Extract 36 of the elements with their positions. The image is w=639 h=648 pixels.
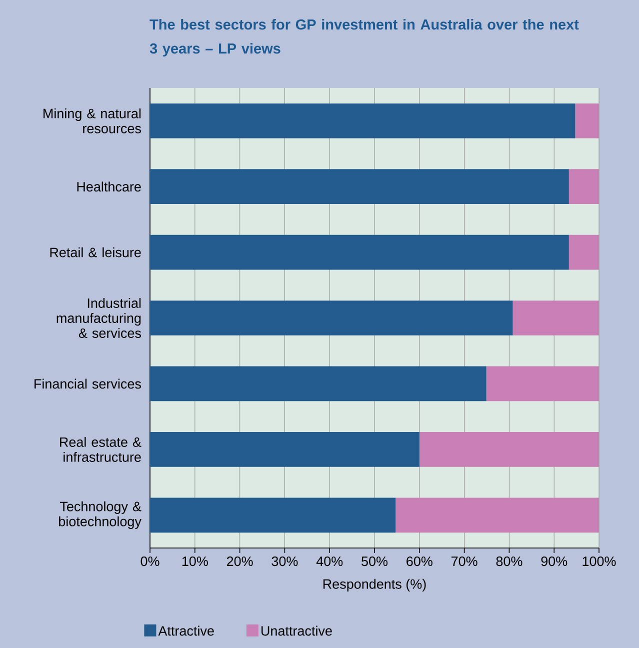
bar bbox=[419, 432, 600, 467]
bar bbox=[486, 366, 600, 402]
x-tick-label: 10% bbox=[182, 556, 208, 566]
bar bbox=[150, 169, 569, 204]
x-tick-label: 90% bbox=[541, 556, 568, 566]
x-tick-label: 20% bbox=[226, 556, 253, 566]
y-tick-label: Retail & leisure bbox=[50, 247, 141, 258]
bar bbox=[150, 103, 576, 138]
x-tick-label: 50% bbox=[362, 556, 388, 566]
y-tick-label: Mining & natural resources bbox=[44, 108, 141, 134]
y-tick-label: Real estate & infrastructure bbox=[60, 436, 142, 462]
x-tick-label: 80% bbox=[496, 556, 522, 566]
x-tick-label: 60% bbox=[406, 556, 432, 566]
y-tick-label: Healthcare bbox=[77, 182, 141, 192]
bar bbox=[150, 432, 420, 467]
bar bbox=[575, 103, 600, 138]
bar bbox=[568, 169, 600, 204]
y-tick-label: Industrial manufacturing & services bbox=[56, 298, 141, 338]
bar bbox=[150, 498, 396, 533]
x-tick-label: 30% bbox=[272, 556, 298, 566]
bar bbox=[512, 300, 600, 336]
bar bbox=[568, 234, 600, 270]
x-tick-label: 100% bbox=[582, 556, 616, 566]
x-tick-label: 70% bbox=[451, 556, 478, 566]
x-tick-label: 0% bbox=[140, 556, 160, 566]
x-tick-label: 40% bbox=[316, 556, 343, 566]
legend-label: Unattractive bbox=[262, 626, 332, 636]
y-tick-label: Financial services bbox=[34, 378, 141, 389]
chart-title: The best sectors for GP investment in Australia over the next 3 years – LP views bbox=[150, 18, 579, 57]
bar bbox=[150, 234, 569, 270]
legend-label: Attractive bbox=[158, 626, 214, 636]
x-axis-title: Respondents (%) bbox=[323, 578, 426, 592]
bar bbox=[150, 300, 513, 336]
bar bbox=[150, 366, 486, 402]
bar bbox=[396, 498, 600, 533]
y-tick-label: Technology & biotechnology bbox=[59, 501, 142, 529]
